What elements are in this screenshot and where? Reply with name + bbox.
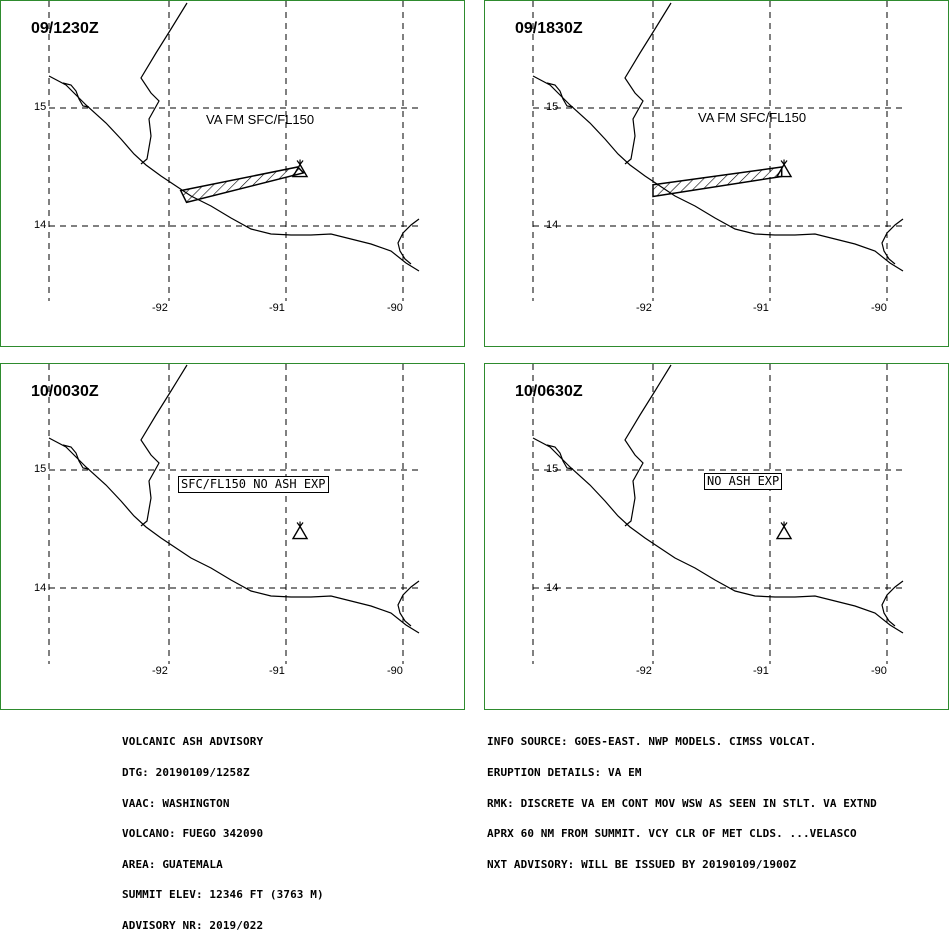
advisory-line: SUMMIT ELEV: 12346 FT (3763 M): [122, 888, 324, 902]
lat-tick-14: 14: [546, 219, 559, 231]
border-path: [140, 2, 188, 165]
volcano-triangle: [775, 525, 793, 540]
lon-tick-90: -90: [387, 665, 403, 677]
border-path: [881, 580, 904, 627]
lon-tick-91: -91: [269, 665, 285, 677]
map-canvas: [532, 1, 904, 301]
no-ash-label: NO ASH EXP: [704, 473, 783, 490]
map-panel-3: 10/0030Z 15 14 -92 -91 -90 SFC/FL150 NO …: [0, 363, 465, 710]
volcano-triangle: [291, 525, 309, 540]
map-canvas: [48, 364, 420, 664]
advisory-line: VAAC: WASHINGTON: [122, 796, 230, 810]
graticule: [48, 1, 419, 301]
ash-polygon: [179, 166, 306, 204]
volcano-icon: [291, 159, 309, 178]
advisory-header-right: INFO SOURCE: GOES-EAST. NWP MODELS. CIMS…: [487, 717, 877, 880]
advisory-line: NXT ADVISORY: WILL BE ISSUED BY 20190109…: [487, 857, 797, 871]
coastline: [48, 364, 420, 634]
no-ash-label: SFC/FL150 NO ASH EXP: [178, 476, 329, 493]
volcano-icon: [291, 521, 309, 540]
valid-time: 09/1230Z: [31, 20, 99, 37]
coastline-path: [48, 75, 420, 272]
lon-tick-91: -91: [753, 302, 769, 314]
coastline-path: [48, 437, 420, 634]
lat-tick-15: 15: [546, 463, 559, 475]
border-path: [624, 2, 672, 165]
coastline: [532, 364, 904, 634]
lon-tick-91: -91: [269, 302, 285, 314]
map-panel-2: 09/1830Z 15 14 -92 -91 -90 VA FM SFC/FL1…: [484, 0, 949, 347]
border-path: [624, 364, 672, 527]
advisory-line: ADVISORY NR: 2019/022: [122, 919, 264, 933]
border-path: [62, 82, 90, 108]
volcano-plume: [296, 159, 304, 166]
advisory-line: AREA: GUATEMALA: [122, 857, 223, 871]
map-panel-1: 09/1230Z 15 14 -92 -91 -90 VA FM SFC/FL1…: [0, 0, 465, 347]
ash-label: VA FM SFC/FL150: [206, 112, 315, 127]
lat-tick-15: 15: [34, 101, 47, 113]
lat-tick-15: 15: [546, 101, 559, 113]
advisory-line: DTG: 20190109/1258Z: [122, 766, 250, 780]
coastline: [48, 2, 420, 272]
map-panel-4: 10/0630Z 15 14 -92 -91 -90 NO ASH EXP: [484, 363, 949, 710]
coastline-path: [532, 437, 904, 634]
border-path: [546, 82, 574, 108]
lat-tick-14: 14: [34, 582, 47, 594]
border-path: [397, 218, 420, 265]
volcano-icon: [775, 521, 793, 540]
lon-tick-92: -92: [152, 302, 168, 314]
valid-time: 09/1830Z: [515, 20, 583, 37]
lat-tick-14: 14: [546, 582, 559, 594]
border-path: [140, 364, 188, 527]
lon-tick-91: -91: [753, 665, 769, 677]
border-path: [881, 218, 904, 265]
volcano-triangle: [775, 163, 793, 178]
advisory-header-left: VOLCANIC ASH ADVISORY DTG: 20190109/1258…: [122, 717, 324, 941]
advisory-line: VOLCANIC ASH ADVISORY: [122, 735, 264, 749]
advisory-line: ERUPTION DETAILS: VA EM: [487, 766, 642, 780]
border-path: [62, 444, 90, 470]
volcano-plume: [780, 159, 788, 166]
border-path: [546, 444, 574, 470]
map-canvas: [48, 1, 420, 301]
advisory-line: INFO SOURCE: GOES-EAST. NWP MODELS. CIMS…: [487, 735, 817, 749]
graticule: [48, 364, 419, 664]
advisory-line: APRX 60 NM FROM SUMMIT. VCY CLR OF MET C…: [487, 827, 857, 841]
volcano-triangle: [291, 163, 309, 178]
graticule: [532, 364, 903, 664]
lon-tick-90: -90: [387, 302, 403, 314]
valid-time: 10/0030Z: [31, 383, 99, 400]
ash-label: VA FM SFC/FL150: [698, 110, 807, 125]
border-path: [397, 580, 420, 627]
advisory-line: VOLCANO: FUEGO 342090: [122, 827, 264, 841]
ash-polygon: [652, 166, 783, 198]
ash-area: [652, 166, 783, 198]
graticule: [532, 1, 903, 301]
volcano-plume: [780, 521, 788, 528]
ash-area: [179, 166, 306, 204]
advisory-line: RMK: DISCRETE VA EM CONT MOV WSW AS SEEN…: [487, 796, 877, 810]
lon-tick-90: -90: [871, 665, 887, 677]
lat-tick-14: 14: [34, 219, 47, 231]
lon-tick-92: -92: [636, 302, 652, 314]
volcano-icon: [775, 159, 793, 178]
coastline-path: [532, 75, 904, 272]
coastline: [532, 2, 904, 272]
lon-tick-92: -92: [152, 665, 168, 677]
map-canvas: [532, 364, 904, 664]
volcano-plume: [296, 521, 304, 528]
valid-time: 10/0630Z: [515, 383, 583, 400]
lon-tick-92: -92: [636, 665, 652, 677]
lat-tick-15: 15: [34, 463, 47, 475]
lon-tick-90: -90: [871, 302, 887, 314]
